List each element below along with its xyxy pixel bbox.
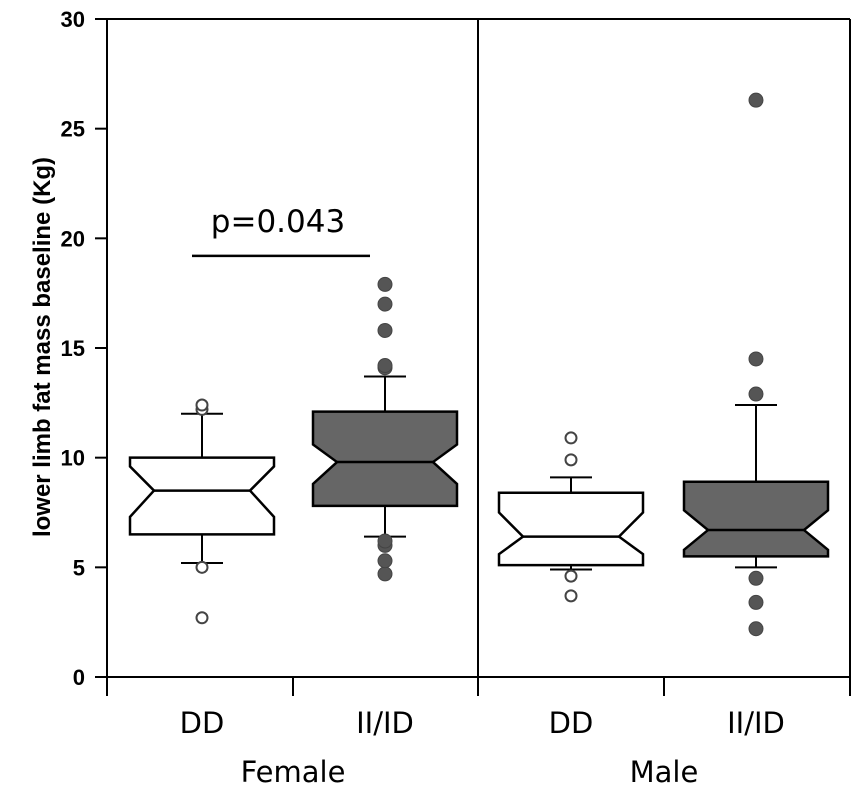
outlier-point [748,92,764,108]
y-axis: 0 5 10 15 20 25 30 [61,7,107,690]
y-tick-label: 10 [61,446,85,471]
notched-box [682,480,830,558]
outlier-point [377,276,393,292]
y-tick-label: 30 [61,7,85,32]
outlier-point [748,351,764,367]
outlier-point [377,553,393,569]
notched-box [497,491,645,567]
box-female-dd [128,398,276,625]
panel-label-male: Male [630,755,699,789]
box-groups [128,92,830,637]
y-tick-label: 20 [61,226,85,251]
box-male-iiid [682,92,830,637]
x-axis: DD II/ID DD II/ID Female Male [106,677,851,789]
box-male-dd [497,431,645,603]
outlier-point [377,533,393,549]
outlier-point [748,594,764,610]
outlier-point [748,621,764,637]
outlier-point [195,611,209,625]
y-tick-label: 0 [73,665,85,690]
outlier-point [564,589,578,603]
outlier-point [748,386,764,402]
outlier-point [377,358,393,374]
significance-annotation: p=0.043 [192,204,370,258]
y-tick-label: 5 [73,555,85,580]
panel-label-female: Female [241,755,346,789]
y-axis-label: lower limb fat mass baseline (Kg) [29,157,56,537]
y-tick-label: 25 [61,117,85,142]
outlier-point [377,296,393,312]
x-tick-label: DD [549,706,594,740]
notched-box [311,410,459,508]
outlier-point [195,560,209,574]
outlier-point [377,322,393,338]
outlier-point [564,453,578,467]
x-tick-label: DD [180,706,225,740]
box-female-iiid [311,276,459,582]
outlier-point [377,566,393,582]
p-value-label: p=0.043 [211,204,345,240]
outlier-point [195,398,209,412]
notched-box [128,456,276,536]
outlier-point [564,569,578,583]
outlier-point [564,431,578,445]
x-tick-label: II/ID [727,706,785,740]
plot-frame [106,18,851,678]
outlier-point [748,570,764,586]
x-tick-label: II/ID [356,706,414,740]
y-tick-label: 15 [61,336,85,361]
